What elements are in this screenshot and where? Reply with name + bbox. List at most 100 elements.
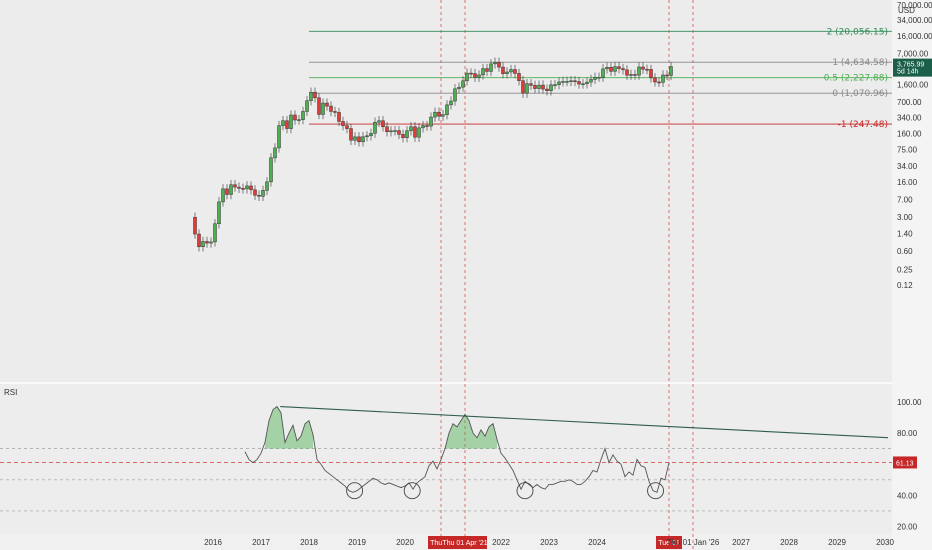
rsi-value-tag <box>893 456 917 469</box>
candle <box>253 189 257 196</box>
candle <box>573 80 577 82</box>
candle <box>661 74 665 83</box>
rsi-trendline <box>280 406 889 439</box>
candle <box>233 184 237 188</box>
candle <box>213 223 217 243</box>
candle <box>465 72 469 82</box>
price-tag-countdown: 5d 14h <box>897 69 919 76</box>
candle <box>293 114 297 121</box>
y-tick-label: 3.00 <box>897 213 913 222</box>
candle <box>441 114 445 117</box>
candle <box>585 81 589 85</box>
candle <box>193 216 197 235</box>
candle <box>409 126 413 132</box>
price-tag-value: 3,765.99 <box>897 62 924 69</box>
x-tick-label: 2029 <box>828 538 846 547</box>
x-date-tag-label: Thu 01 Jan '26 <box>667 538 720 547</box>
candle <box>645 68 649 71</box>
candle <box>205 241 209 244</box>
candle <box>241 188 245 190</box>
candle <box>501 66 505 74</box>
candle <box>597 76 601 79</box>
candle <box>381 120 385 128</box>
candle <box>301 111 305 120</box>
candle <box>377 120 381 123</box>
y-tick-label: 70,000.00 <box>897 1 932 10</box>
candle <box>317 97 321 115</box>
x-tick-label: 2024 <box>588 538 606 547</box>
rsi-y-tick-label: 40.00 <box>897 491 918 500</box>
x-tick-label: 2019 <box>348 538 366 547</box>
y-tick-label: 1,600.00 <box>897 81 929 90</box>
candle <box>617 66 621 69</box>
rsi-title: RSI <box>4 388 17 397</box>
candle <box>209 241 213 244</box>
y-tick-label: 16.00 <box>897 178 918 187</box>
rsi-overbought-fill <box>265 406 313 449</box>
x-date-tag-label: Thu 01 Apr '21 <box>442 540 487 547</box>
candle <box>665 74 669 77</box>
y-tick-label: 7.00 <box>897 195 913 204</box>
candle <box>413 126 417 138</box>
candle <box>481 68 485 76</box>
candle <box>433 111 437 118</box>
fib-level-label: 2 (20,056.15) <box>827 27 888 37</box>
x-date-tag <box>443 536 487 549</box>
y-tick-label: 34.00 <box>897 162 918 171</box>
candle <box>545 88 549 92</box>
candle <box>329 105 333 112</box>
candle <box>305 100 309 112</box>
x-tick-label: 2023 <box>540 538 558 547</box>
y-tick-label: 16,000.00 <box>897 32 932 41</box>
candle <box>221 188 225 203</box>
price-pane <box>0 0 892 382</box>
candle <box>457 86 461 90</box>
candle <box>473 73 477 78</box>
candle <box>229 184 233 195</box>
candle <box>357 136 361 143</box>
candle <box>401 134 405 138</box>
candle <box>517 73 521 81</box>
candle <box>237 186 241 189</box>
candle <box>609 67 613 72</box>
candle <box>321 102 325 115</box>
fib-level-label: 0 (1,070.96) <box>832 89 888 99</box>
candle <box>637 66 641 76</box>
candle <box>277 125 281 149</box>
candle <box>537 84 541 89</box>
rsi-value-tag-text: 61.13 <box>896 460 914 467</box>
candle <box>613 66 617 72</box>
rsi-low-marker <box>403 482 421 500</box>
candle <box>365 135 369 138</box>
x-tick-label: 2028 <box>780 538 798 547</box>
candle <box>429 116 433 127</box>
candle <box>581 83 585 86</box>
candle <box>217 201 221 225</box>
candle <box>525 83 529 94</box>
candle <box>633 74 637 76</box>
rsi-overbought-fill <box>445 414 497 449</box>
y-tick-label: 700.00 <box>897 98 922 107</box>
candle <box>249 185 253 191</box>
x-tick-label: 2018 <box>300 538 318 547</box>
candle <box>417 127 421 138</box>
y-tick-label: 0.25 <box>897 266 913 275</box>
candle <box>273 147 277 159</box>
candle <box>325 102 329 107</box>
candle <box>493 62 497 65</box>
candle <box>489 63 493 72</box>
rsi-y-tick-label: 80.00 <box>897 429 918 438</box>
x-tick-label: 2027 <box>732 538 750 547</box>
x-tick-label: 2030 <box>876 538 894 547</box>
candle <box>337 112 341 122</box>
candle <box>437 111 441 117</box>
candle <box>201 241 205 248</box>
x-tick-label: 2020 <box>396 538 414 547</box>
fib-level-label: 0.5 (2,227.88) <box>824 74 888 84</box>
candle <box>485 68 489 72</box>
candle <box>405 130 409 138</box>
candle <box>601 68 605 78</box>
x-date-tag <box>656 536 682 549</box>
rsi-y-tick-label: 20.00 <box>897 523 918 532</box>
